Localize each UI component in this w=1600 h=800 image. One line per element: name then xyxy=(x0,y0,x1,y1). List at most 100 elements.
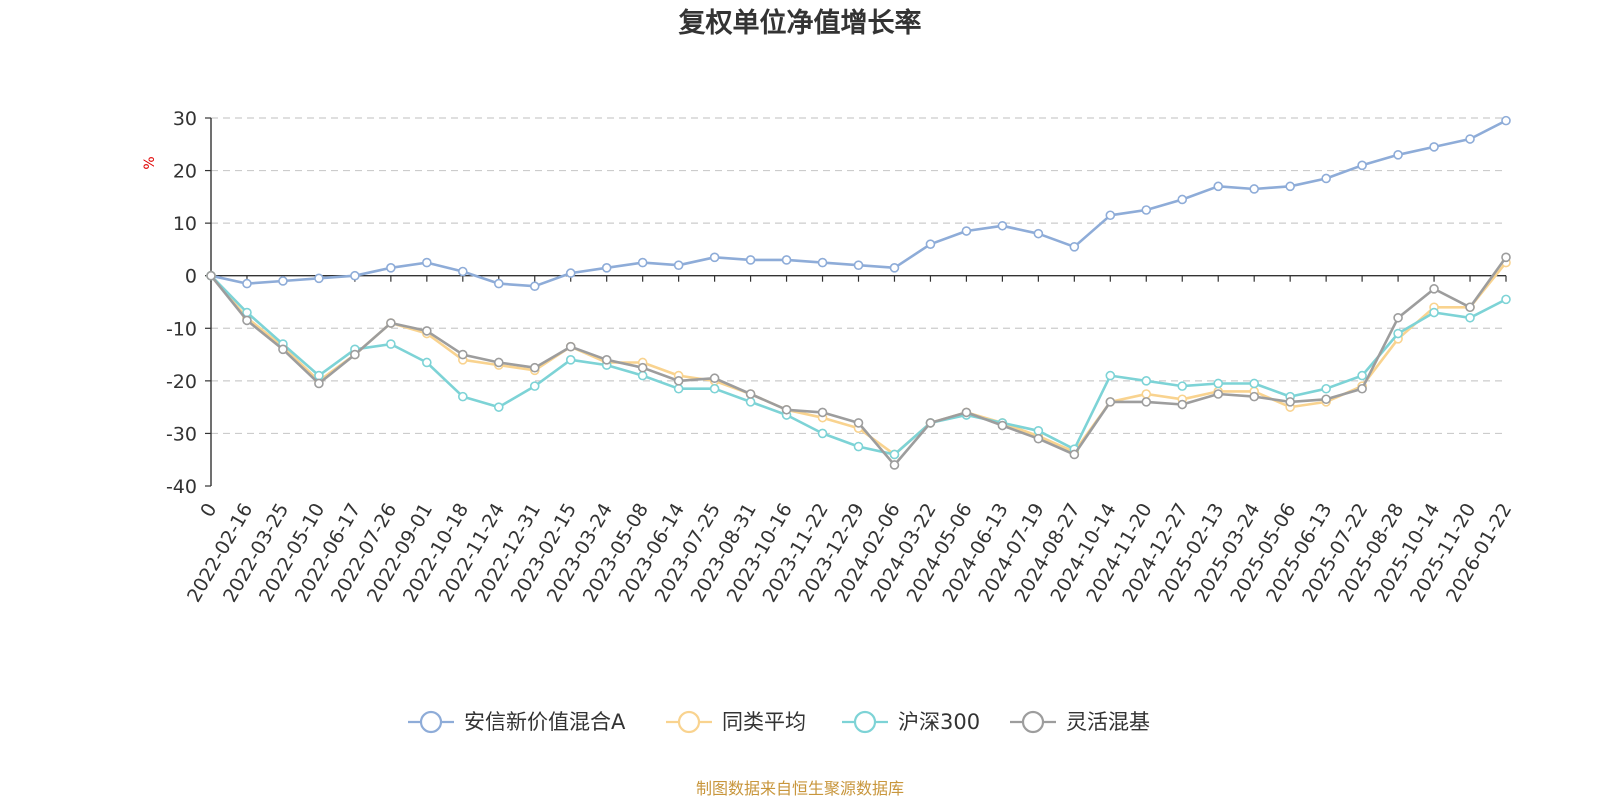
legend[interactable]: 安信新价值混合A 同类平均 沪深300 灵活混基 xyxy=(408,710,1150,734)
data-point xyxy=(781,404,792,415)
data-point xyxy=(386,339,396,349)
data-point xyxy=(817,407,828,418)
legend-swatch-marker xyxy=(853,710,877,734)
data-point xyxy=(493,357,504,368)
y-tick-label: -40 xyxy=(166,476,197,498)
legend-label: 灵活混基 xyxy=(1066,710,1150,734)
data-point xyxy=(709,373,720,384)
data-point xyxy=(745,255,756,265)
data-point xyxy=(961,226,972,236)
data-point xyxy=(1429,142,1439,152)
legend-label: 同类平均 xyxy=(722,710,806,734)
data-point xyxy=(673,383,684,394)
y-axis-ticks: 30 20 10 0 -10 -20 -30 -40 xyxy=(166,108,211,498)
data-point xyxy=(1249,391,1259,402)
legend-swatch-marker xyxy=(419,710,443,734)
x-axis-ticks: 02022-02-162022-03-252022-05-102022-06-1… xyxy=(183,275,1516,606)
legend-item[interactable]: 灵活混基 xyxy=(1010,710,1150,734)
legend-label: 安信新价值混合A xyxy=(464,710,626,734)
y-tick-label: 30 xyxy=(173,108,197,130)
data-point xyxy=(781,255,792,265)
data-point xyxy=(1321,394,1331,405)
x-tick-label: 0 xyxy=(196,500,221,521)
data-point xyxy=(673,260,684,271)
data-point xyxy=(1141,205,1152,215)
data-point xyxy=(386,263,396,273)
data-point xyxy=(961,407,972,418)
y-tick-label: 20 xyxy=(173,161,197,183)
data-point xyxy=(350,349,360,360)
data-point xyxy=(1465,134,1475,144)
data-point xyxy=(1213,389,1224,399)
data-point xyxy=(1213,378,1224,389)
series-lines xyxy=(206,115,1511,470)
data-point xyxy=(853,260,864,271)
data-point xyxy=(1501,115,1511,126)
data-point xyxy=(278,344,288,355)
data-point xyxy=(314,273,324,284)
data-point xyxy=(997,420,1008,431)
data-point xyxy=(314,378,324,389)
data-point xyxy=(853,441,864,452)
y-axis-label: % xyxy=(142,156,158,169)
data-point xyxy=(458,266,468,277)
y-tick-label: 0 xyxy=(185,266,197,288)
legend-item[interactable]: 安信新价值混合A xyxy=(408,710,626,734)
data-point xyxy=(1465,302,1475,313)
data-point xyxy=(565,268,576,278)
data-point xyxy=(1141,376,1152,386)
data-point xyxy=(1321,173,1331,184)
data-point xyxy=(1249,184,1259,194)
data-point xyxy=(1501,252,1511,263)
data-point xyxy=(314,370,324,381)
data-point xyxy=(1393,312,1403,323)
legend-item[interactable]: 同类平均 xyxy=(666,710,806,734)
data-point xyxy=(1141,397,1152,407)
data-point xyxy=(673,376,684,386)
data-point xyxy=(925,418,936,428)
data-point xyxy=(1429,307,1439,318)
data-point xyxy=(422,257,432,268)
data-point xyxy=(745,389,756,399)
data-point xyxy=(278,276,288,286)
data-point xyxy=(1177,399,1188,410)
data-point xyxy=(1393,150,1403,160)
data-point xyxy=(1465,312,1475,323)
data-point xyxy=(1393,328,1403,339)
data-point xyxy=(637,257,648,268)
data-point xyxy=(422,357,432,368)
y-tick-label: -20 xyxy=(166,371,197,393)
legend-label: 沪深300 xyxy=(898,710,980,734)
data-point xyxy=(1069,242,1080,252)
data-point xyxy=(853,418,864,428)
data-point xyxy=(1501,294,1511,305)
data-point xyxy=(601,355,612,365)
data-point xyxy=(529,281,540,292)
y-tick-label: -10 xyxy=(166,318,197,340)
data-point xyxy=(1033,425,1044,436)
data-point xyxy=(1213,181,1224,192)
data-point xyxy=(1249,378,1259,389)
data-point xyxy=(745,397,756,407)
legend-item[interactable]: 沪深300 xyxy=(842,710,980,734)
data-point xyxy=(1177,381,1188,391)
data-point xyxy=(1357,370,1367,381)
legend-swatch-marker xyxy=(1021,710,1045,734)
data-point xyxy=(493,402,504,412)
data-point xyxy=(422,326,432,336)
data-point xyxy=(1177,194,1188,205)
data-point xyxy=(565,355,576,365)
source-note: 制图数据来自恒生聚源数据库 xyxy=(696,779,904,798)
data-point xyxy=(1105,210,1116,221)
data-point xyxy=(1285,397,1295,407)
data-point xyxy=(1105,397,1116,407)
chart-title: 复权单位净值增长率 xyxy=(679,7,922,39)
data-point xyxy=(242,278,252,289)
data-point xyxy=(1033,433,1044,444)
data-point xyxy=(1357,160,1367,171)
data-point xyxy=(1429,284,1439,294)
data-point xyxy=(1105,370,1116,381)
data-point xyxy=(242,315,252,326)
data-point xyxy=(889,449,900,460)
